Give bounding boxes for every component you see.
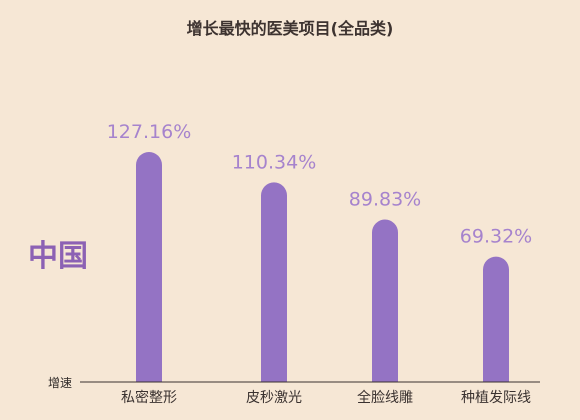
bar-4	[483, 256, 509, 395]
region-label: 中国	[28, 239, 88, 274]
category-label-2: 皮秒激光	[246, 389, 302, 406]
bar-base-mask	[482, 382, 510, 398]
category-label-3: 全脸线雕	[357, 389, 413, 406]
y-axis-label: 增速	[48, 376, 72, 390]
bar-1	[136, 152, 162, 395]
bar-base-mask	[135, 382, 163, 398]
bar-base-mask	[371, 382, 399, 398]
value-label-3: 89.83%	[349, 189, 421, 211]
bars-group: 127.16% 私密整形 110.34% 皮秒激光 89.83% 全脸线雕 69.32% 种植…	[107, 121, 533, 406]
chart-title: 增长最快的医美项目(全品类)	[187, 19, 394, 38]
bar-3	[372, 219, 398, 395]
value-label-1: 127.16%	[107, 121, 192, 143]
value-label-2: 110.34%	[232, 151, 317, 173]
bar-2	[261, 182, 287, 395]
category-label-4: 种植发际线	[461, 390, 531, 406]
value-label-4: 69.32%	[460, 226, 532, 248]
category-label-1: 私密整形	[121, 389, 177, 406]
bar-base-mask	[260, 382, 288, 398]
